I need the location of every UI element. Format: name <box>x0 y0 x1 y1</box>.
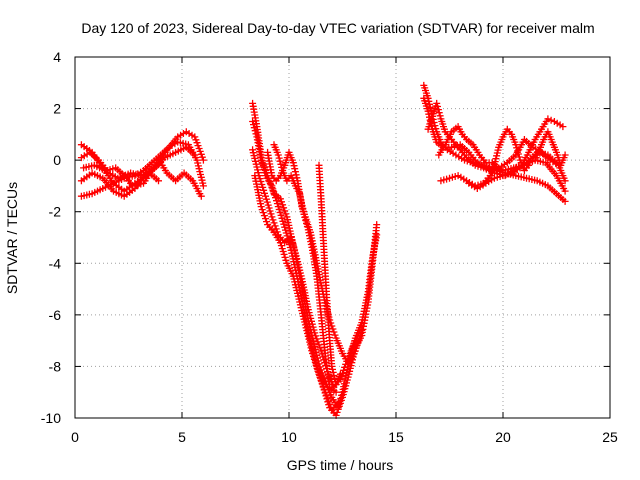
y-tick-labels: -10 -8 -6 -4 -2 0 2 4 <box>41 49 61 426</box>
x-tick-labels: 0 5 10 15 20 25 <box>71 429 618 445</box>
series-arc-3f <box>465 115 567 192</box>
x-axis-label: GPS time / hours <box>287 457 394 473</box>
plot-area-border <box>74 56 611 419</box>
y-tick-label: -8 <box>49 358 62 374</box>
y-axis-label: SDTVAR / TECUs <box>4 182 20 294</box>
y-tick-label: 4 <box>53 49 61 65</box>
series-arc-2d <box>251 172 342 414</box>
y-tick-label: 2 <box>53 101 61 117</box>
series-arc-2f <box>270 141 340 396</box>
series-arc-3e <box>437 125 533 190</box>
series-markers <box>531 128 569 169</box>
y-tick-label: -10 <box>41 410 61 426</box>
x-tick-label: 25 <box>602 429 618 445</box>
series-arc-2g <box>315 161 344 388</box>
y-tick-label: -2 <box>49 204 62 220</box>
y-tick-label: 0 <box>53 152 61 168</box>
series-markers <box>80 143 199 182</box>
series-arc-3g <box>531 128 569 169</box>
y-tick-label: -6 <box>49 307 62 323</box>
chart-title: Day 120 of 2023, Sidereal Day-to-day VTE… <box>81 20 594 36</box>
series-arc-1e <box>80 143 199 182</box>
ticks <box>74 56 611 419</box>
x-tick-label: 20 <box>495 429 511 445</box>
series-markers <box>465 115 567 192</box>
series-markers <box>315 161 344 388</box>
series-markers <box>270 141 340 396</box>
x-tick-label: 5 <box>178 429 186 445</box>
series-markers <box>251 172 342 414</box>
x-tick-label: 15 <box>388 429 404 445</box>
y-tick-label: -4 <box>49 255 62 271</box>
x-tick-label: 0 <box>71 429 79 445</box>
series-layer <box>77 81 569 419</box>
x-tick-label: 10 <box>281 429 297 445</box>
